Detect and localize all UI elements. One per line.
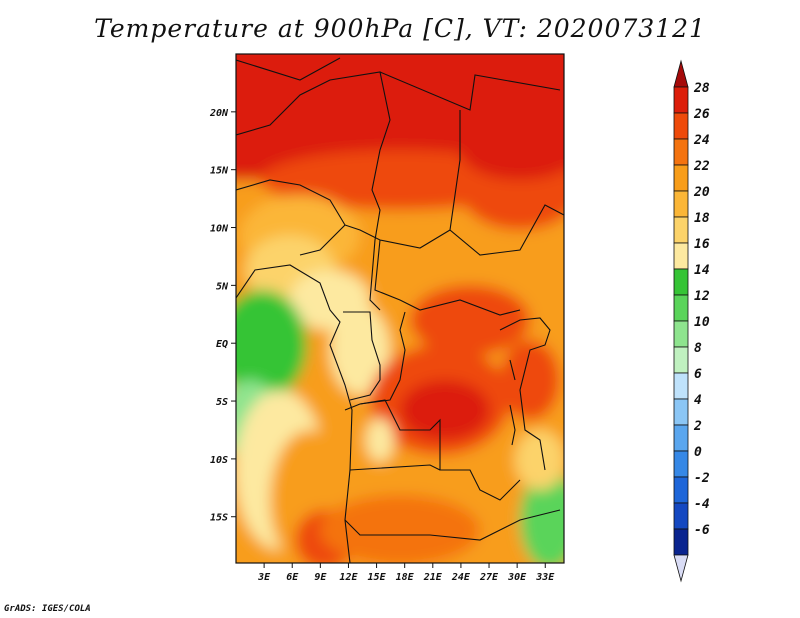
map-title: Temperature at 900hPa [C], VT: 202007312… <box>94 14 706 43</box>
colorbar-level-label: -2 <box>694 471 710 486</box>
colorbar-swatch <box>673 294 689 322</box>
colorbar-level-label: 22 <box>693 159 710 174</box>
colorbar-level-label: -6 <box>694 523 710 538</box>
lat-tick-label: 15N <box>210 166 229 177</box>
colorbar-swatch <box>673 242 689 270</box>
colorbar-swatch <box>673 86 689 114</box>
colorbar-level-label: 2 <box>693 419 702 434</box>
colorbar-swatch <box>673 190 689 218</box>
colorbar-level-label: 10 <box>694 315 710 330</box>
colorbar-level-label: 8 <box>694 341 702 356</box>
colorbar-swatch <box>673 268 689 296</box>
lon-tick-label: 6E <box>286 572 299 583</box>
colorbar-level-label: 20 <box>693 185 710 200</box>
colorbar-level-label: 26 <box>693 107 710 122</box>
lat-tick-label: 10S <box>210 455 228 466</box>
lat-tick-label: 5S <box>216 397 228 408</box>
colorbar-level-label: 14 <box>694 263 710 278</box>
colorbar-level-label: 18 <box>694 211 710 226</box>
colorbar-swatch <box>673 528 689 556</box>
lon-tick-label: 9E <box>314 572 327 583</box>
colorbar-level-label: 12 <box>694 289 710 304</box>
colorbar-swatch <box>673 320 689 348</box>
lat-tick-label: EQ <box>216 339 228 350</box>
colorbar-swatch <box>673 164 689 192</box>
colorbar-swatch <box>673 450 689 478</box>
map-axes: 3E 6E 9E 12E 15E 18E 21E 24E 27E 30E 33E 20N 15N 10N 5… <box>209 108 555 583</box>
temperature-field <box>236 54 564 563</box>
colorbar-swatch <box>673 424 689 452</box>
lat-tick-label: 20N <box>209 108 229 119</box>
colorbar-level-label: 28 <box>693 81 710 96</box>
lon-tick-label: 21E <box>423 572 443 583</box>
map-frame <box>235 53 565 564</box>
colorbar-swatch <box>673 112 689 140</box>
lon-tick-label: 15E <box>368 572 387 583</box>
colorbar-swatch <box>673 398 689 426</box>
lat-tick-label: 10N <box>210 224 229 235</box>
country-borders <box>236 57 564 563</box>
colorbar-level-label: -4 <box>694 497 710 512</box>
colorbar-level-label: 16 <box>694 237 710 252</box>
colorbar-swatch <box>673 138 689 166</box>
colorbar-swatch <box>673 216 689 244</box>
lat-tick-label: 5N <box>216 281 229 292</box>
lat-tick-label: 15S <box>210 513 228 524</box>
colorbar-bottom-arrow <box>673 554 689 583</box>
colorbar-swatch <box>673 476 689 504</box>
colorbar-swatch <box>673 346 689 374</box>
lon-tick-label: 33E <box>535 572 555 583</box>
colorbar-level-label: 6 <box>694 367 702 382</box>
lon-tick-label: 3E <box>257 572 271 583</box>
lon-tick-label: 30E <box>507 572 527 583</box>
lon-tick-label: 24E <box>451 572 471 583</box>
grads-credit: GrADS: IGES/COLA <box>4 604 91 614</box>
colorbar-swatch <box>673 502 689 530</box>
lon-tick-label: 18E <box>396 572 415 583</box>
colorbar-level-label: 24 <box>693 133 710 148</box>
colorbar-swatch <box>673 372 689 400</box>
colorbar-top-arrow <box>673 59 689 88</box>
lon-tick-label: 12E <box>339 572 358 583</box>
colorbar-level-label: 0 <box>694 445 702 460</box>
lon-tick-label: 27E <box>479 572 499 583</box>
colorbar-level-label: 4 <box>694 393 702 408</box>
